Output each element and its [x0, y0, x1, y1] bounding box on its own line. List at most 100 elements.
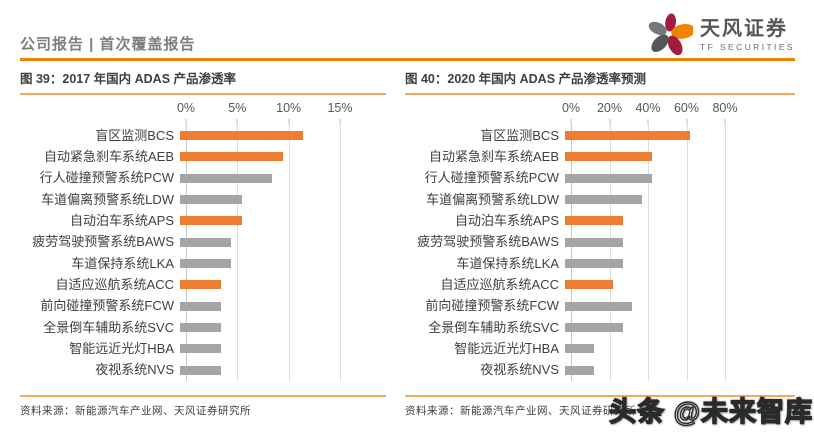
bar-track: [180, 301, 334, 311]
axis-tick-mark: [647, 119, 649, 125]
category-label: 夜视系统NVS: [480, 362, 559, 378]
bar-chart: 0% 20% 40% 60% 80% 盲区监测BCS 自动紧急刹车系统AEB 行人碰撞预警系统…: [405, 95, 795, 381]
axis: 0% 5% 10% 15%: [177, 95, 353, 125]
axis-tick-label: 20%: [596, 101, 623, 115]
axis-tick-label: 15%: [327, 101, 353, 115]
logo-cn-name: 天风证券: [700, 17, 788, 40]
bar: [565, 301, 633, 311]
axis-tick-label: 0%: [176, 101, 196, 115]
bar-track: [180, 365, 334, 375]
category-label: 车道保持系统LKA: [456, 255, 559, 271]
category-label: 疲劳驾驶预警系统BAWS: [417, 234, 559, 250]
figure-title: 图 39：2017 年国内 ADAS 产品渗透率: [20, 72, 237, 86]
category-label: 全景倒车辅助系统SVC: [428, 319, 559, 335]
axis-tick-label: 10%: [276, 101, 302, 115]
category-label: 夜视系统NVS: [95, 362, 174, 378]
bar-row: 自适应巡航系统ACC: [405, 274, 795, 295]
bar-row: 行人碰撞预警系统PCW: [405, 168, 795, 189]
bar-row: 疲劳驾驶预警系统BAWS: [20, 232, 386, 253]
axis-tick-mark: [686, 119, 687, 125]
category-label: 自动泊车系统APS: [454, 212, 559, 228]
bar-row: 夜视系统NVS: [20, 360, 386, 381]
category-label: 前向碰撞预警系统FCW: [40, 298, 174, 314]
bar: [180, 216, 242, 226]
category-label: 车道偏离预警系统LDW: [426, 191, 559, 207]
axis-zero-line: [571, 125, 572, 381]
gridline: [648, 125, 649, 381]
watermark-text: 头条 @未来智库: [608, 396, 813, 427]
bar: [180, 259, 232, 269]
bar-row: 自动紧急刹车系统AEB: [405, 146, 795, 167]
bar-track: [180, 237, 334, 247]
bar-row: 车道偏离预警系统LDW: [405, 189, 795, 210]
bar-track: [565, 301, 719, 311]
axis-tick-mark: [570, 119, 572, 125]
category-label: 智能远近光灯HBA: [454, 340, 559, 356]
category-label: 车道保持系统LKA: [71, 255, 174, 271]
figure-title-rule: [405, 93, 795, 95]
flower-icon: [645, 8, 696, 61]
bar: [180, 323, 222, 333]
axis-tick-label: 60%: [673, 101, 700, 115]
axis: 0% 20% 40% 60% 80%: [562, 95, 738, 125]
bar-row: 智能远近光灯HBA: [405, 338, 795, 359]
bar-track: [180, 195, 334, 205]
plot-area: 盲区监测BCS 自动紧急刹车系统AEB 行人碰撞预警系统PCW 车道偏离预警系统LDW…: [405, 125, 795, 381]
category-label: 智能远近光灯HBA: [69, 340, 174, 356]
axis-tick-label: 0%: [561, 101, 581, 115]
bar: [565, 323, 623, 333]
category-label: 自动泊车系统APS: [69, 212, 174, 228]
axis-zero-line: [186, 125, 187, 381]
bar-track: [180, 152, 334, 162]
bar: [565, 280, 614, 290]
bar-row: 自动泊车系统APS: [20, 210, 386, 231]
figure-40-panel: 图 40：2020 年国内 ADAS 产品渗透率预测 0% 20% 40% 60% 80…: [405, 70, 795, 418]
axis-tick-label: 80%: [712, 101, 738, 115]
axis-tick-mark: [609, 119, 610, 125]
bar-chart: 0% 5% 10% 15% 盲区监测BCS 自动紧急刹车系统AEB 行人碰撞预警系统PCW 车…: [20, 95, 386, 381]
gridline: [340, 125, 341, 381]
bar-track: [565, 152, 719, 162]
bar-track: [565, 344, 719, 354]
category-label: 自适应巡航系统ACC: [440, 276, 559, 292]
source-divider: [20, 395, 386, 397]
bar: [565, 131, 691, 141]
category-label: 车道偏离预警系统LDW: [41, 191, 174, 207]
source-note: 资料来源：新能源汽车产业网、天风证券研究所: [20, 405, 251, 417]
bar-track: [565, 323, 719, 333]
bar-row: 车道偏离预警系统LDW: [20, 189, 386, 210]
logo-en-name: TF SECURITIES: [700, 41, 795, 52]
category-label: 自适应巡航系统ACC: [55, 276, 174, 292]
plot-area: 盲区监测BCS 自动紧急刹车系统AEB 行人碰撞预警系统PCW 车道偏离预警系统LDW…: [20, 125, 386, 381]
category-label: 盲区监测BCS: [95, 127, 174, 143]
bar: [565, 259, 623, 269]
bar-track: [180, 131, 334, 141]
grid: [571, 125, 726, 381]
bar-rows: 盲区监测BCS 自动紧急刹车系统AEB 行人碰撞预警系统PCW 车道偏离预警系统LDW…: [20, 125, 386, 381]
axis-tick-mark: [339, 119, 341, 125]
bar-row: 自动紧急刹车系统AEB: [20, 146, 386, 167]
bar-rows: 盲区监测BCS 自动紧急刹车系统AEB 行人碰撞预警系统PCW 车道偏离预警系统LDW…: [405, 125, 795, 381]
figure-39-panel: 图 39：2017 年国内 ADAS 产品渗透率 0% 5% 10% 15% 盲区监测B…: [20, 70, 386, 418]
bar: [180, 301, 222, 311]
category-label: 行人碰撞预警系统PCW: [39, 170, 174, 186]
category-label: 全景倒车辅助系统SVC: [43, 319, 174, 335]
category-label: 行人碰撞预警系统PCW: [424, 170, 559, 186]
category-label: 前向碰撞预警系统FCW: [425, 298, 559, 314]
bar: [180, 344, 222, 354]
bar-row: 自适应巡航系统ACC: [20, 274, 386, 295]
bar: [565, 237, 623, 247]
bar: [180, 195, 242, 205]
bar-row: 车道保持系统LKA: [405, 253, 795, 274]
axis-tick-mark: [288, 119, 290, 125]
bar: [180, 237, 232, 247]
bar: [565, 365, 594, 375]
category-label: 自动紧急刹车系统AEB: [428, 148, 559, 164]
bar-row: 疲劳驾驶预警系统BAWS: [405, 232, 795, 253]
bar-row: 全景倒车辅助系统SVC: [405, 317, 795, 338]
tf-securities-logo: 天风证券 TF SECURITIES: [645, 8, 795, 61]
gridline: [725, 125, 726, 381]
axis-tick-mark: [724, 119, 726, 125]
source-divider: [405, 395, 795, 397]
axis-tick-label: 5%: [228, 101, 247, 115]
